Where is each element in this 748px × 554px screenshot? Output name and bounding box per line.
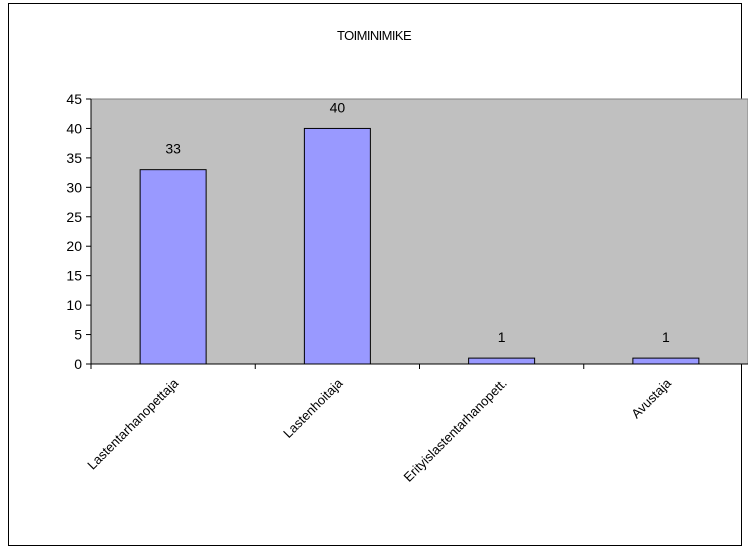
chart-title: TOIMINIMIKE bbox=[336, 28, 412, 43]
y-tick-label-4: 15 bbox=[66, 268, 82, 284]
axes-group bbox=[86, 98, 748, 369]
y-tick-label-7: 30 bbox=[66, 179, 82, 195]
data-label-3: 1 bbox=[498, 329, 506, 345]
y-tick-label-10: 45 bbox=[66, 91, 82, 107]
bar-4 bbox=[632, 357, 700, 365]
x-tick-label-1: Lastentarhanopettaja bbox=[84, 375, 182, 473]
y-tick-label-2: 5 bbox=[74, 327, 82, 343]
bars-group bbox=[139, 127, 700, 365]
data-label-4: 1 bbox=[662, 329, 670, 345]
y-tick-label-3: 10 bbox=[66, 297, 82, 313]
data-label-2: 40 bbox=[330, 99, 346, 115]
x-tick-label-2: Lastenhoitaja bbox=[280, 375, 346, 441]
bar-1 bbox=[139, 169, 207, 365]
x-tick-label-4: Avustaja bbox=[628, 375, 674, 421]
y-tick-label-9: 40 bbox=[66, 120, 82, 136]
y-tick-label-5: 20 bbox=[66, 238, 82, 254]
bar-3 bbox=[468, 357, 536, 365]
y-tick-label-8: 35 bbox=[66, 150, 82, 166]
x-tick-label-3: Erityislastentarhanopett. bbox=[401, 376, 510, 485]
y-tick-label-1: 0 bbox=[74, 356, 82, 372]
data-label-1: 33 bbox=[165, 141, 181, 157]
y-tick-label-6: 25 bbox=[66, 209, 82, 225]
bar-2 bbox=[303, 127, 371, 365]
